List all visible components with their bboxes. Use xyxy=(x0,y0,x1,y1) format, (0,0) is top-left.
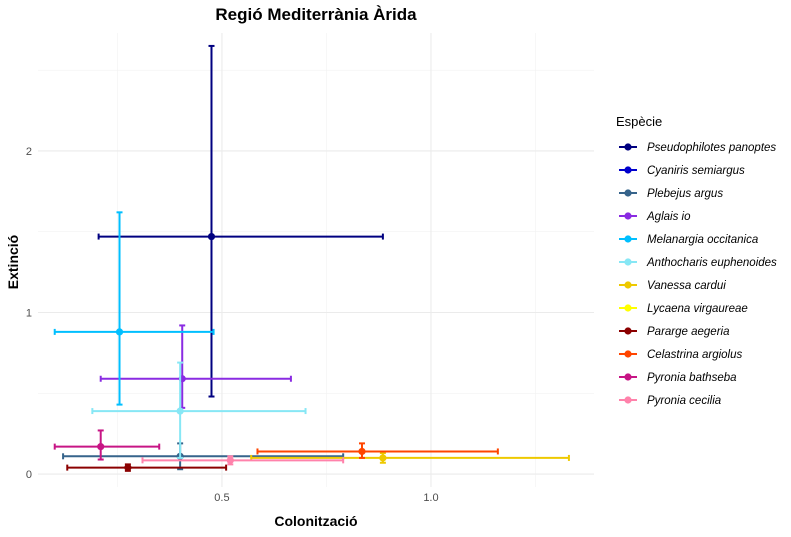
legend-item: Anthocharis euphenoides xyxy=(619,257,777,269)
data-marks xyxy=(53,44,570,472)
series-mark xyxy=(99,324,292,409)
legend-label: Lycaena virgaureae xyxy=(647,303,748,315)
legend-key-point xyxy=(624,373,632,381)
series-mark xyxy=(256,442,499,459)
data-point xyxy=(379,454,387,462)
legend-key-point xyxy=(624,212,632,220)
legend-key-point xyxy=(624,166,632,174)
series-mark xyxy=(53,211,215,406)
legend-key-point xyxy=(624,281,632,289)
data-point xyxy=(124,464,132,472)
x-tick-label: 1.0 xyxy=(423,492,438,504)
legend-label: Anthocharis euphenoides xyxy=(646,257,777,269)
legend-label: Plebejus argus xyxy=(647,188,723,200)
legend-key-point xyxy=(624,189,632,197)
grid xyxy=(38,33,594,487)
data-point xyxy=(115,328,124,336)
data-point xyxy=(226,456,234,464)
y-axis-title: Extinció xyxy=(5,235,21,289)
legend-label: Pseudophilotes panoptes xyxy=(647,142,776,154)
legend-item: Plebejus argus xyxy=(619,188,723,200)
legend-item: Lycaena virgaureae xyxy=(619,303,748,315)
legend-label: Pararge aegeria xyxy=(647,326,729,338)
data-point xyxy=(207,232,216,241)
legend-label: Celastrina argiolus xyxy=(647,349,742,361)
legend-item: Pyronia bathseba xyxy=(619,372,737,384)
y-tick-label: 1 xyxy=(26,308,32,320)
legend-label: Pyronia bathseba xyxy=(647,372,737,384)
legend-label: Vanessa cardui xyxy=(647,280,726,292)
legend-item: Pyronia cecilia xyxy=(619,395,721,407)
series-mark xyxy=(53,429,161,461)
series-mark xyxy=(66,463,228,472)
legend-label: Cyaniris semiargus xyxy=(647,165,745,177)
x-axis-title: Colonització xyxy=(274,513,357,529)
data-point xyxy=(176,407,184,415)
series-mark xyxy=(91,361,307,459)
legend-item: Vanessa cardui xyxy=(619,280,726,292)
y-tick-label: 0 xyxy=(26,469,32,481)
data-point xyxy=(358,447,366,456)
series-mark xyxy=(141,455,345,466)
legend-key-point xyxy=(624,143,632,151)
legend-item: Pararge aegeria xyxy=(619,326,729,338)
legend-item: Pseudophilotes panoptes xyxy=(619,142,776,154)
legend-key-point xyxy=(624,396,632,404)
series-mark xyxy=(97,44,384,398)
x-tick-label: 0.5 xyxy=(214,492,229,504)
chart-title: Regió Mediterrània Àrida xyxy=(215,5,417,24)
data-point xyxy=(97,443,105,451)
legend: Espècie Pseudophilotes panoptes Cyaniris … xyxy=(616,114,777,407)
legend-key-point xyxy=(624,350,632,358)
legend-label: Melanargia occitanica xyxy=(647,234,758,246)
legend-key-point xyxy=(624,327,632,335)
legend-key-point xyxy=(624,304,632,312)
legend-item: Celastrina argiolus xyxy=(619,349,742,361)
legend-item: Cyaniris semiargus xyxy=(619,165,745,177)
legend-item: Melanargia occitanica xyxy=(619,234,758,246)
legend-title: Espècie xyxy=(616,114,662,129)
legend-key-point xyxy=(624,258,632,266)
legend-label: Pyronia cecilia xyxy=(647,395,721,407)
legend-key-point xyxy=(624,235,632,243)
tick-labels: 0.5 1.0 0 1 2 xyxy=(26,146,439,504)
series-mark xyxy=(250,452,570,464)
legend-item: Aglais io xyxy=(619,211,691,223)
y-tick-label: 2 xyxy=(26,146,32,158)
legend-label: Aglais io xyxy=(646,211,691,223)
